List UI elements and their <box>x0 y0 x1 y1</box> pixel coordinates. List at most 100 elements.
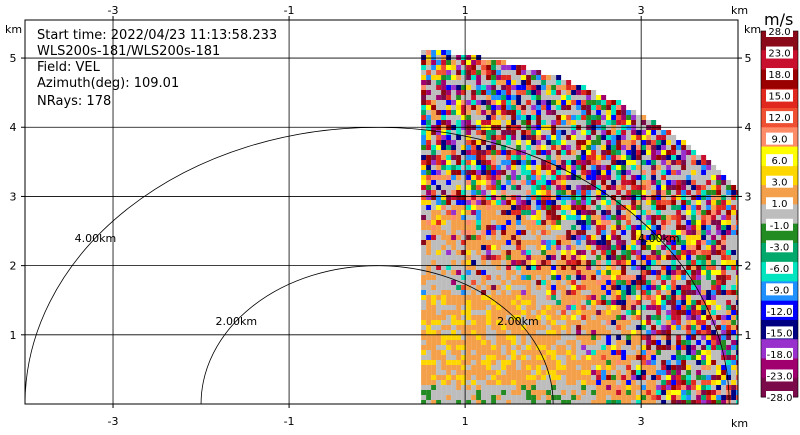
sector-cell <box>441 55 447 60</box>
sector-cell <box>621 375 627 380</box>
sector-cell <box>481 250 487 255</box>
sector-cell <box>581 265 587 270</box>
sector-cell <box>541 165 547 170</box>
sector-cell <box>696 370 702 375</box>
sector-cell <box>551 290 557 295</box>
sector-cell <box>516 260 522 265</box>
sector-cell <box>566 250 572 255</box>
sector-cell <box>621 180 627 185</box>
sector-cell <box>451 335 457 340</box>
sector-cell <box>486 60 492 65</box>
sector-cell <box>626 285 632 290</box>
sector-cell <box>476 170 482 175</box>
sector-cell <box>561 100 567 105</box>
sector-cell <box>591 155 597 160</box>
sector-cell <box>456 310 462 315</box>
sector-cell <box>626 365 632 370</box>
sector-cell <box>701 185 707 190</box>
sector-cell <box>696 270 702 275</box>
sector-cell <box>646 265 652 270</box>
sector-cell <box>631 325 637 330</box>
sector-cell <box>676 280 682 285</box>
sector-cell <box>686 360 692 365</box>
sector-cell <box>426 300 432 305</box>
sector-cell <box>566 165 572 170</box>
sector-cell <box>536 130 542 135</box>
sector-cell <box>656 205 662 210</box>
sector-cell <box>456 290 462 295</box>
sector-cell <box>601 305 607 310</box>
sector-cell <box>581 320 587 325</box>
sector-cell <box>476 120 482 125</box>
sector-cell <box>686 265 692 270</box>
sector-cell <box>611 395 617 400</box>
sector-cell <box>536 255 542 260</box>
sector-cell <box>601 200 607 205</box>
sector-cell <box>601 380 607 385</box>
sector-cell <box>471 325 477 330</box>
sector-cell <box>631 245 637 250</box>
sector-cell <box>491 90 497 95</box>
sector-cell <box>681 175 687 180</box>
sector-cell <box>481 375 487 380</box>
sector-cell <box>661 185 667 190</box>
sector-cell <box>736 215 738 220</box>
sector-cell <box>576 135 582 140</box>
sector-cell <box>426 85 432 90</box>
sector-cell <box>481 400 487 404</box>
sector-cell <box>446 55 452 60</box>
sector-cell <box>611 220 617 225</box>
sector-cell <box>691 245 697 250</box>
sector-cell <box>486 360 492 365</box>
sector-cell <box>721 190 727 195</box>
sector-cell <box>681 140 687 145</box>
sector-cell <box>456 235 462 240</box>
sector-cell <box>606 375 612 380</box>
sector-cell <box>571 275 577 280</box>
sector-cell <box>531 195 537 200</box>
sector-cell <box>446 215 452 220</box>
sector-cell <box>731 350 737 355</box>
sector-cell <box>671 150 677 155</box>
sector-cell <box>476 65 482 70</box>
sector-cell <box>431 315 437 320</box>
sector-cell <box>516 345 522 350</box>
sector-cell <box>476 105 482 110</box>
sector-cell <box>661 360 667 365</box>
sector-cell <box>656 160 662 165</box>
sector-cell <box>456 110 462 115</box>
sector-cell <box>536 380 542 385</box>
sector-cell <box>586 295 592 300</box>
sector-cell <box>541 260 547 265</box>
sector-cell <box>586 370 592 375</box>
sector-cell <box>431 220 437 225</box>
sector-cell <box>586 400 592 404</box>
sector-cell <box>506 335 512 340</box>
sector-cell <box>456 95 462 100</box>
sector-cell <box>446 310 452 315</box>
sector-cell <box>501 165 507 170</box>
sector-cell <box>651 305 657 310</box>
sector-cell <box>731 220 737 225</box>
sector-cell <box>501 185 507 190</box>
sector-cell <box>646 365 652 370</box>
sector-cell <box>546 115 552 120</box>
sector-cell <box>471 110 477 115</box>
sector-cell <box>441 350 447 355</box>
sector-cell <box>611 265 617 270</box>
sector-cell <box>506 315 512 320</box>
x-unit-bottom: km <box>731 417 748 430</box>
sector-cell <box>531 260 537 265</box>
sector-cell <box>521 200 527 205</box>
nrays-text: NRays: 178 <box>37 94 111 109</box>
sector-cell <box>611 130 617 135</box>
sector-cell <box>711 215 717 220</box>
sector-cell <box>701 385 707 390</box>
sector-cell <box>456 145 462 150</box>
sector-cell <box>541 155 547 160</box>
sector-cell <box>521 205 527 210</box>
sector-cell <box>691 325 697 330</box>
sector-cell <box>501 220 507 225</box>
sector-cell <box>461 175 467 180</box>
sector-cell <box>696 215 702 220</box>
